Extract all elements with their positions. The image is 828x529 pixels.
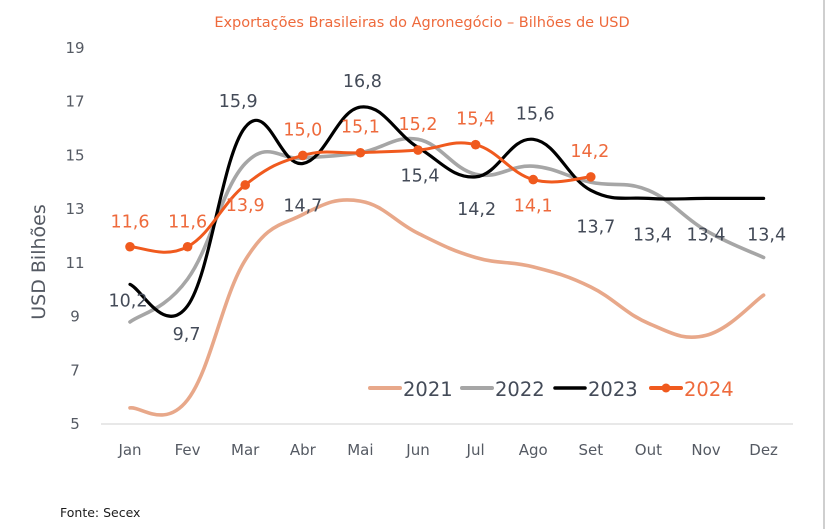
- x-tick-label: Ago: [519, 441, 548, 459]
- data-label-2023: 13,4: [633, 225, 672, 245]
- y-tick-label: 19: [65, 39, 84, 57]
- data-label-2023: 14,2: [457, 200, 496, 220]
- legend-label-2024: 2024: [684, 378, 734, 401]
- legend-label-2023: 2023: [588, 378, 638, 401]
- data-point-2024: [240, 180, 250, 190]
- y-tick-label: 5: [70, 415, 80, 433]
- chart-title: Exportações Brasileiras do Agronegócio –…: [214, 15, 629, 31]
- x-tick-label: Mar: [231, 441, 260, 459]
- data-label-2024: 15,0: [283, 120, 322, 140]
- y-tick-label: 9: [70, 308, 80, 326]
- data-point-2024: [528, 174, 538, 185]
- legend-label-2022: 2022: [495, 378, 545, 401]
- data-label-2024: 11,6: [168, 213, 207, 233]
- data-label-2024: 14,2: [570, 142, 609, 162]
- data-label-2023: 13,7: [576, 217, 615, 237]
- data-point-2024: [182, 241, 193, 252]
- x-tick-label: Nov: [691, 441, 720, 459]
- series-line-2022: [128, 136, 766, 324]
- data-label-2023: 10,2: [109, 291, 148, 311]
- frame-border: [823, 0, 825, 529]
- data-label-2023: 15,4: [401, 166, 440, 186]
- data-label-2023: 14,7: [283, 196, 322, 216]
- series-line-2021: [128, 198, 766, 417]
- x-tick-label: Mai: [347, 441, 373, 459]
- data-label-2023: 15,9: [219, 92, 258, 112]
- y-tick-label: 7: [70, 361, 80, 379]
- data-label-2024: 15,2: [399, 115, 438, 135]
- y-tick-label: 17: [65, 93, 84, 111]
- data-label-2024: 11,6: [111, 213, 150, 233]
- x-tick-label: Fev: [175, 441, 201, 459]
- data-label-2023: 13,4: [747, 225, 786, 245]
- data-label-2024: 13,9: [226, 196, 265, 216]
- data-label-2024: 15,4: [456, 110, 495, 130]
- x-tick-label: Abr: [290, 441, 317, 459]
- legend: 2021 2022 2023 2024: [368, 378, 734, 401]
- data-point-2024: [586, 172, 596, 182]
- data-point-2024: [470, 139, 481, 150]
- legend-marker-2024: [661, 383, 671, 393]
- x-tick-label: Jan: [117, 441, 141, 459]
- y-axis-label: USD Bilhões: [28, 204, 50, 319]
- data-point-2024: [298, 150, 308, 161]
- y-tick-label: 13: [65, 200, 84, 218]
- data-label-2024: 15,1: [341, 118, 380, 138]
- data-point-2024: [125, 241, 135, 252]
- data-label-2024: 14,1: [514, 197, 553, 217]
- x-tick-label: Jun: [405, 441, 429, 459]
- data-label-2023: 9,7: [173, 325, 201, 345]
- x-tick-label: Set: [578, 441, 603, 459]
- y-tick-label: 15: [65, 146, 84, 164]
- x-tick-label: Dez: [749, 441, 778, 459]
- data-label-2023: 15,6: [516, 104, 555, 124]
- data-label-2023: 16,8: [343, 72, 382, 92]
- data-point-2024: [413, 145, 423, 155]
- data-point-2024: [355, 147, 366, 158]
- source-note: Fonte: Secex: [60, 505, 141, 520]
- legend-label-2021: 2021: [403, 378, 453, 401]
- data-label-2023: 13,4: [687, 225, 726, 245]
- y-tick-label: 11: [65, 254, 84, 272]
- x-tick-label: Out: [635, 441, 662, 459]
- x-tick-label: Jul: [466, 441, 485, 459]
